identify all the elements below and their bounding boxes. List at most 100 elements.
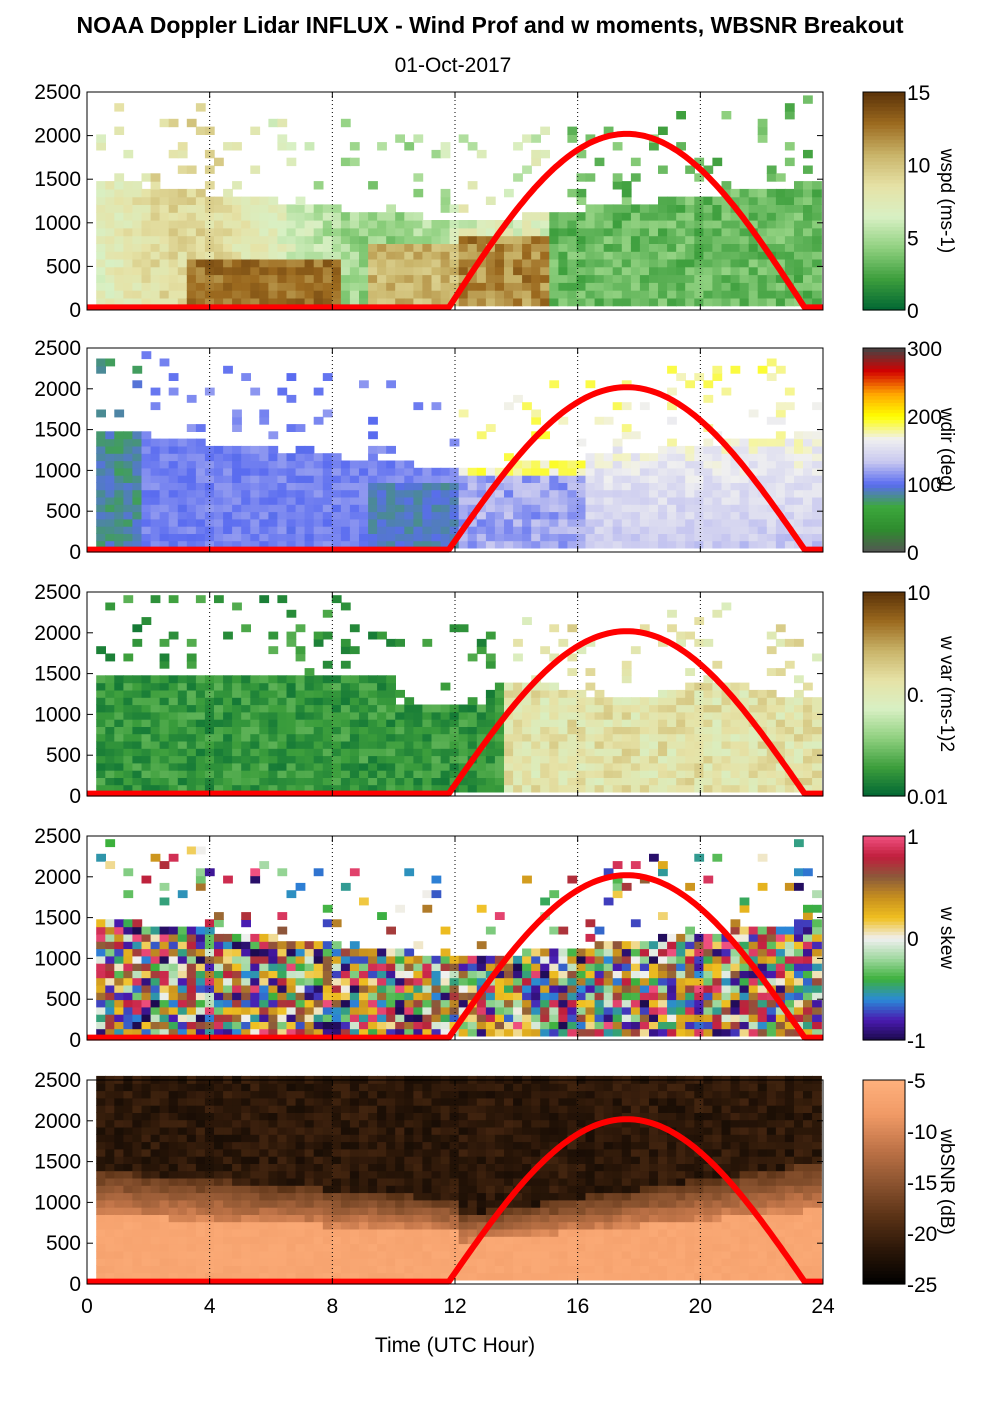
heatmap-cell xyxy=(232,482,242,490)
heatmap-cell xyxy=(377,461,387,469)
heatmap-cell xyxy=(105,526,115,534)
heatmap-cell xyxy=(268,197,278,205)
heatmap-cell xyxy=(432,726,442,734)
heatmap-cell xyxy=(595,282,605,290)
heatmap-cell xyxy=(803,204,813,212)
heatmap-cell xyxy=(142,1000,152,1008)
heatmap-cell xyxy=(450,439,460,447)
heatmap-cell xyxy=(187,927,197,935)
heatmap-cell xyxy=(132,453,142,461)
heatmap-cell xyxy=(468,220,478,228)
heatmap-cell xyxy=(368,956,378,964)
heatmap-cell xyxy=(259,204,269,212)
heatmap-cell xyxy=(323,777,333,785)
heatmap-cell xyxy=(631,236,641,244)
heatmap-cell xyxy=(567,770,577,778)
heatmap-cell xyxy=(622,290,632,298)
heatmap-cell xyxy=(640,267,650,275)
heatmap-cell xyxy=(341,734,351,742)
heatmap-cell xyxy=(749,785,759,793)
heatmap-cell xyxy=(323,504,333,512)
heatmap-cell xyxy=(404,251,414,259)
heatmap-cell xyxy=(296,683,306,691)
heatmap-cell xyxy=(667,267,677,275)
colorbar-segment xyxy=(863,511,905,515)
heatmap-cell xyxy=(631,1007,641,1015)
heatmap-cell xyxy=(658,719,668,727)
heatmap-cell xyxy=(296,712,306,720)
heatmap-cell xyxy=(694,712,704,720)
heatmap-cell xyxy=(758,259,768,267)
heatmap-cell xyxy=(504,1014,514,1022)
heatmap-cell xyxy=(468,705,478,713)
heatmap-cell xyxy=(160,267,170,275)
heatmap-cell xyxy=(223,756,233,764)
heatmap-cell xyxy=(404,770,414,778)
heatmap-cell xyxy=(685,719,695,727)
heatmap-cell xyxy=(812,204,822,212)
heatmap-cell xyxy=(142,251,152,259)
heatmap-cell xyxy=(341,290,351,298)
heatmap-cell xyxy=(694,683,704,691)
heatmap-cell xyxy=(549,741,559,749)
heatmap-cell xyxy=(277,228,287,236)
heatmap-cell xyxy=(731,719,741,727)
heatmap-cell xyxy=(169,388,179,396)
heatmap-cell xyxy=(250,388,260,396)
heatmap-cell xyxy=(595,719,605,727)
heatmap-cell xyxy=(776,770,786,778)
heatmap-cell xyxy=(96,941,106,949)
heatmap-cell xyxy=(722,770,732,778)
heatmap-cell xyxy=(205,683,215,691)
heatmap-cell xyxy=(422,748,432,756)
heatmap-cell xyxy=(160,705,170,713)
heatmap-cell xyxy=(749,446,759,454)
heatmap-cell xyxy=(259,282,269,290)
heatmap-cell xyxy=(386,212,396,220)
heatmap-cell xyxy=(731,756,741,764)
heatmap-cell xyxy=(268,453,278,461)
heatmap-cell xyxy=(105,236,115,244)
heatmap-cell xyxy=(595,519,605,527)
colorbar-segment xyxy=(863,303,905,307)
heatmap-cell xyxy=(296,741,306,749)
heatmap-cell xyxy=(350,683,360,691)
heatmap-cell xyxy=(722,243,732,251)
heatmap-cell xyxy=(359,526,369,534)
heatmap-cell xyxy=(794,267,804,275)
heatmap-cell xyxy=(359,380,369,388)
heatmap-cell xyxy=(332,512,342,520)
heatmap-cell xyxy=(250,526,260,534)
heatmap-cell xyxy=(232,763,242,771)
heatmap-cell xyxy=(287,243,297,251)
heatmap-cell xyxy=(413,756,423,764)
heatmap-cell xyxy=(803,683,813,691)
heatmap-cell xyxy=(332,675,342,683)
heatmap-cell xyxy=(214,978,224,986)
heatmap-cell xyxy=(522,298,532,306)
heatmap-cell xyxy=(305,533,315,541)
heatmap-cell xyxy=(586,251,596,259)
heatmap-cell xyxy=(477,275,487,283)
heatmap-cell xyxy=(169,927,179,935)
heatmap-cell xyxy=(441,251,451,259)
heatmap-cell xyxy=(413,763,423,771)
heatmap-cell xyxy=(812,446,822,454)
heatmap-cell xyxy=(241,212,251,220)
heatmap-cell xyxy=(196,533,206,541)
heatmap-cell xyxy=(794,639,804,647)
heatmap-cell xyxy=(803,497,813,505)
heatmap-cell xyxy=(812,212,822,220)
heatmap-cell xyxy=(567,228,577,236)
heatmap-cell xyxy=(422,497,432,505)
heatmap-cell xyxy=(250,212,260,220)
heatmap-cell xyxy=(441,719,451,727)
heatmap-cell xyxy=(386,228,396,236)
heatmap-cell xyxy=(359,290,369,298)
heatmap-cell xyxy=(114,719,124,727)
heatmap-cell xyxy=(803,189,813,197)
heatmap-cell xyxy=(513,654,523,662)
heatmap-cell xyxy=(314,388,324,396)
heatmap-cell xyxy=(767,453,777,461)
heatmap-cell xyxy=(722,475,732,483)
